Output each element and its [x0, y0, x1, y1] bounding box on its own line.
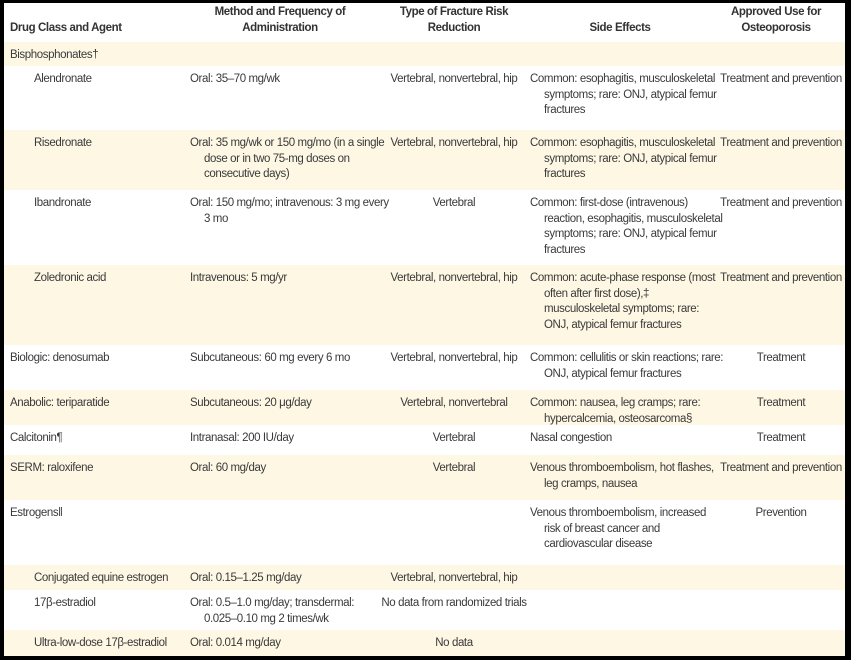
approved-use: Treatment and prevention: [720, 462, 842, 474]
administration: Oral: 150 mg/mo; intravenous: 3 mg every…: [190, 197, 389, 225]
drug-table: Drug Class and Agent Method and Frequenc…: [4, 3, 845, 656]
approved-use: Treatment: [756, 352, 806, 364]
drug-agent: Anabolic: teriparatide: [10, 397, 110, 409]
fracture-reduction: Vertebral, nonvertebral: [400, 397, 508, 409]
table-row: Ibandronate Oral: 150 mg/mo; intravenous:…: [4, 190, 845, 265]
fracture-reduction: Vertebral, nonvertebral, hip: [390, 572, 518, 584]
table-row: SERM: raloxifene Oral: 60 mg/day Vertebral…: [4, 455, 845, 500]
drug-agent: Ibandronate: [34, 197, 91, 209]
drug-agent: Estrogens‖: [10, 507, 63, 519]
fracture-reduction: Vertebral: [432, 462, 476, 474]
fracture-reduction: No data: [435, 637, 473, 649]
drug-agent: SERM: raloxifene: [10, 462, 94, 474]
side-effects: Common: cellulitis or skin reactions; ra…: [530, 352, 724, 380]
administration: Oral: 0.15–1.25 mg/day: [190, 572, 302, 584]
side-effects: Common: nausea, leg cramps; rare: hyperc…: [530, 397, 701, 425]
side-effects: Venous thromboembolism, hot flashes, leg…: [530, 462, 714, 490]
table-row: Calcitonin¶ Intranasal: 200 IU/day Vertebr…: [4, 425, 845, 455]
table-row: Bisphosphonates†: [4, 42, 845, 66]
side-effects: Common: first-dose (intravenous) reactio…: [530, 197, 723, 256]
drug-agent: Calcitonin¶: [10, 432, 63, 444]
fracture-reduction: Vertebral, nonvertebral, hip: [390, 137, 518, 149]
approved-use: Treatment and prevention: [720, 197, 842, 209]
approved-use: Treatment and prevention: [720, 137, 842, 149]
fracture-reduction: Vertebral, nonvertebral, hip: [390, 73, 518, 85]
administration: Oral: 35 mg/wk or 150 mg/mo (in a single…: [190, 137, 385, 180]
approved-use: Treatment and prevention: [720, 272, 842, 284]
approved-use: Treatment: [756, 397, 806, 409]
fracture-reduction: Vertebral, nonvertebral, hip: [390, 272, 518, 284]
drug-agent: Zoledronic acid: [34, 272, 106, 284]
approved-use: Prevention: [755, 507, 807, 519]
drug-agent: Conjugated equine estrogen: [34, 572, 169, 584]
administration: Oral: 0.014 mg/day: [190, 637, 281, 649]
header-approved: Approved Use for Osteoporosis: [730, 6, 822, 34]
administration: Subcutaneous: 20 μg/day: [190, 397, 312, 409]
side-effects: Common: esophagitis, musculoskeletal sym…: [530, 137, 717, 180]
table-row: Conjugated equine estrogen Oral: 0.15–1.2…: [4, 565, 845, 590]
table-row: Risedronate Oral: 35 mg/wk or 150 mg/mo (…: [4, 130, 845, 190]
side-effects: Nasal congestion: [530, 432, 612, 444]
drug-agent: Bisphosphonates†: [10, 49, 99, 61]
administration: Oral: 35–70 mg/wk: [190, 73, 280, 85]
header-side-effects: Side Effects: [589, 22, 651, 34]
fracture-reduction: No data from randomized trials: [381, 597, 527, 609]
table-row: Alendronate Oral: 35–70 mg/wk Vertebral, n…: [4, 66, 845, 130]
table-row: Ultra-low-dose 17β-estradiol Oral: 0.014 …: [4, 630, 845, 656]
administration: Oral: 60 mg/day: [190, 462, 266, 474]
table-row: Anabolic: teriparatide Subcutaneous: 20 μ…: [4, 390, 845, 425]
drug-agent: Alendronate: [34, 73, 92, 85]
administration: Subcutaneous: 60 mg every 6 mo: [190, 352, 350, 364]
table-row: Biologic: denosumab Subcutaneous: 60 mg e…: [4, 345, 845, 390]
administration: Intranasal: 200 IU/day: [190, 432, 294, 444]
side-effects: Common: esophagitis, musculoskeletal sym…: [530, 73, 717, 116]
table-header: Drug Class and Agent Method and Frequenc…: [4, 3, 845, 42]
fracture-reduction: Vertebral, nonvertebral, hip: [390, 352, 518, 364]
drug-agent: Ultra-low-dose 17β-estradiol: [34, 637, 167, 649]
side-effects: Venous thromboembolism, increased risk o…: [530, 507, 707, 550]
drug-agent: Biologic: denosumab: [10, 352, 110, 364]
side-effects: Common: acute-phase response (most often…: [530, 272, 716, 331]
header-method: Method and Frequency of Administration: [214, 6, 346, 34]
fracture-reduction: Vertebral: [432, 432, 476, 444]
table-row: Zoledronic acid Intravenous: 5 mg/yr Verte…: [4, 265, 845, 345]
administration: Oral: 0.5–1.0 mg/day; transdermal: 0.025…: [190, 597, 355, 625]
drug-agent: Risedronate: [34, 137, 92, 149]
header-fracture: Type of Fracture Risk Reduction: [399, 6, 509, 34]
administration: Intravenous: 5 mg/yr: [190, 272, 287, 284]
drug-agent: 17β-estradiol: [34, 597, 96, 609]
fracture-reduction: Vertebral: [432, 197, 476, 209]
table-row: 17β-estradiol Oral: 0.5–1.0 mg/day; trans…: [4, 590, 845, 630]
approved-use: Treatment: [756, 432, 806, 444]
approved-use: Treatment and prevention: [720, 73, 842, 85]
header-agent: Drug Class and Agent: [10, 22, 122, 34]
table-row: Estrogens‖ Venous thromboembolism, increa…: [4, 500, 845, 565]
